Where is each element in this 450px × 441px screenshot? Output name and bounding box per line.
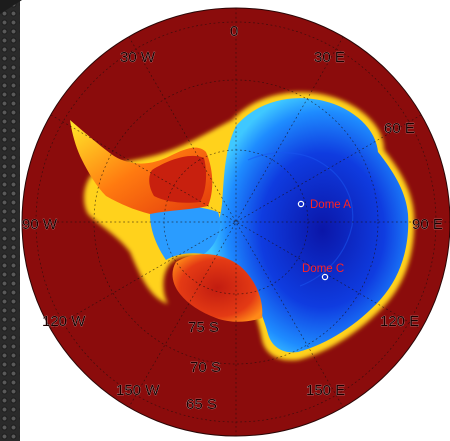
lon-label-60e: 60 E [384, 120, 415, 137]
lon-label-90e: 90 E [412, 216, 443, 233]
dome-a-marker [297, 200, 305, 208]
interior-ridge [247, 152, 354, 287]
lon-label-120w: 120 W [42, 313, 86, 330]
dome-a-label: Dome A [310, 199, 351, 211]
meridian-60e [50, 114, 422, 330]
lat-label-70s: 70 S [190, 359, 221, 376]
meridian-30 [128, 36, 344, 408]
lon-label-0: 0 [230, 23, 238, 40]
dome-c-marker [321, 273, 329, 281]
map-rim [21, 7, 450, 437]
lon-label-150e: 150 E [306, 382, 345, 399]
dome-c-label: Dome C [302, 263, 344, 275]
corner-tab [0, 0, 22, 14]
west-antarctic-ice-sheet [150, 206, 221, 260]
graticule [22, 8, 450, 436]
ross-ice-shelf [172, 254, 263, 322]
lat-label-75s: 75 S [188, 319, 219, 336]
lon-label-120e: 120 E [380, 313, 419, 330]
meridian-60 [50, 114, 422, 330]
lon-label-30e: 30 E [314, 49, 345, 66]
lat-label-65s: 65 S [186, 396, 217, 413]
meridian-30e [128, 36, 344, 408]
lon-label-150w: 150 W [116, 382, 160, 399]
lon-label-90w: 90 W [22, 216, 58, 233]
weddell-shelf-core [149, 155, 207, 203]
lon-label-30w: 30 W [120, 49, 156, 66]
